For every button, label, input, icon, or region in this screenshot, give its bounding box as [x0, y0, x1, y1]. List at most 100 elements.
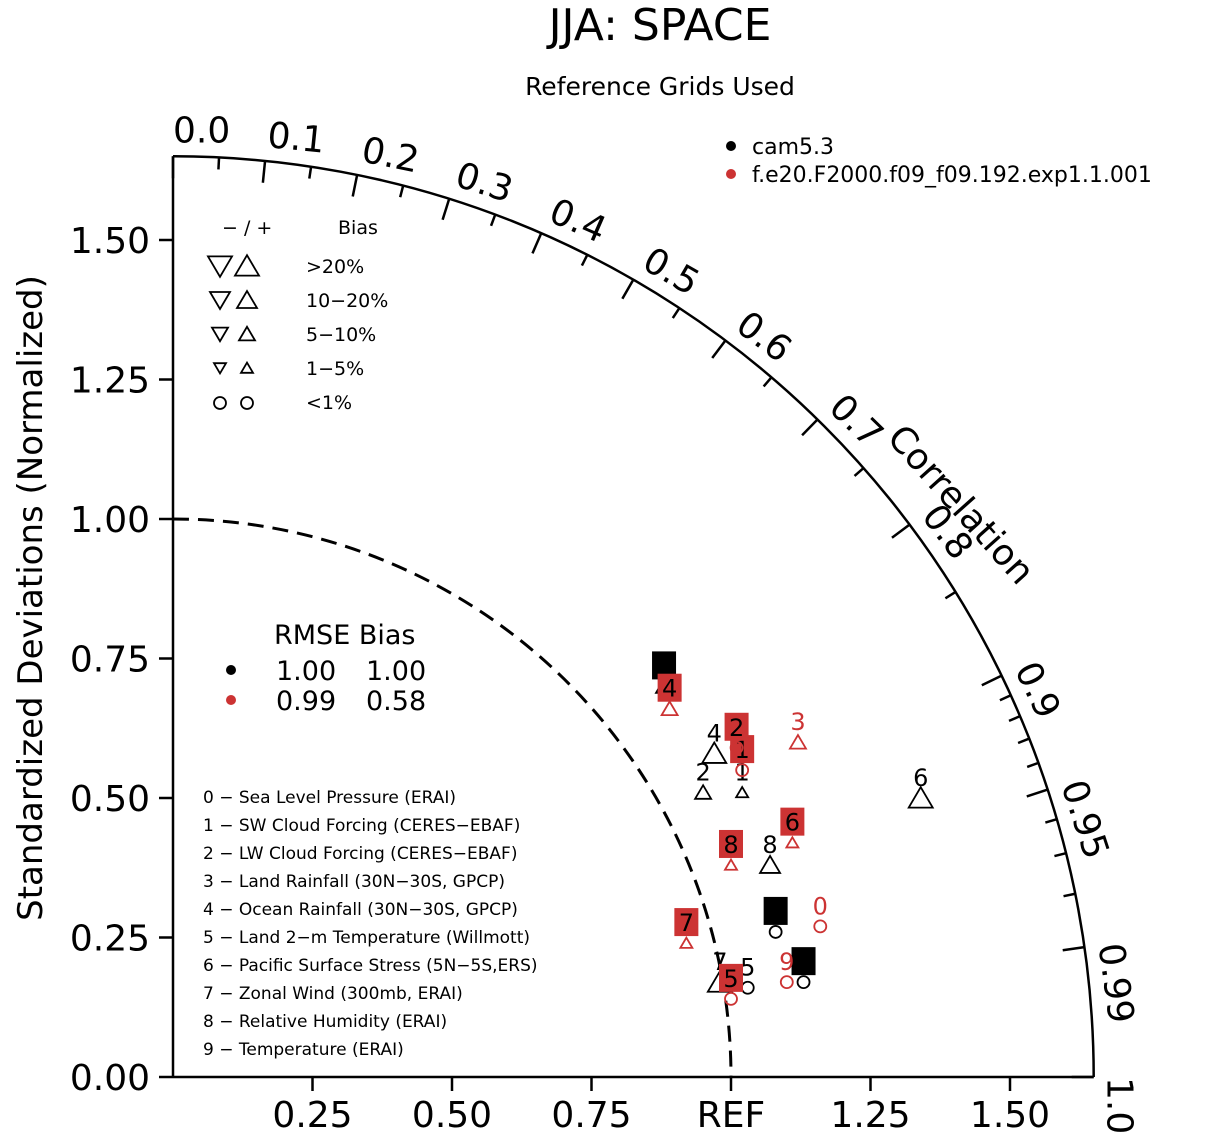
- y-tick-label: 0.75: [70, 640, 150, 681]
- data-point-label-box: [719, 963, 743, 992]
- bias-down-triangle-icon: [206, 255, 234, 279]
- correlation-tick: [981, 674, 1003, 687]
- data-point-label-box: [719, 829, 743, 858]
- model-dot-fe20: [726, 169, 736, 179]
- correlation-tick: [1063, 892, 1076, 898]
- data-point-marker: [678, 935, 694, 949]
- x-tick-label: 1.25: [830, 1095, 910, 1135]
- case-item: 8 − Relative Humidity (ERAI): [203, 1012, 447, 1032]
- data-point-label: 8: [762, 831, 777, 859]
- rmse-value-fe20: 0.99: [276, 686, 336, 717]
- data-point-marker: [723, 857, 739, 871]
- x-tick-label: 0.50: [412, 1095, 492, 1135]
- y-tick-label: 1.00: [70, 500, 150, 541]
- data-point-label-box: [674, 908, 699, 937]
- correlation-tick: [1026, 788, 1049, 798]
- chart-subtitle: Reference Grids Used: [525, 72, 795, 101]
- bias-value-cam: 1.00: [366, 656, 426, 687]
- x-tick-label: 0.25: [272, 1095, 352, 1135]
- correlation-axis-label: Correlation: [879, 417, 1042, 592]
- data-point-label-box: [657, 673, 682, 702]
- correlation-tick-label: 1.0: [1099, 1077, 1140, 1134]
- case-item: 9 − Temperature (ERAI): [203, 1040, 404, 1060]
- chart-title: JJA: SPACE: [546, 0, 772, 51]
- case-item: 6 − Pacific Surface Stress (5N−5S,ERS): [203, 956, 538, 976]
- correlation-tick: [398, 185, 405, 198]
- correlation-tick: [1017, 737, 1030, 745]
- data-point-label: 2: [729, 714, 744, 742]
- bias-legend-row: 10−20%: [306, 290, 388, 312]
- correlation-tick-label: 0.6: [728, 304, 798, 371]
- data-point-marker: [796, 975, 811, 990]
- data-point-marker: [700, 740, 728, 764]
- y-tick-label: 1.25: [70, 361, 150, 402]
- correlation-tick: [891, 523, 911, 539]
- data-point-marker: [734, 785, 750, 799]
- y-tick-label: 1.50: [70, 221, 150, 262]
- y-tick-label: 0.25: [70, 919, 150, 960]
- correlation-tick: [308, 166, 313, 179]
- data-point-label: 4: [662, 675, 677, 703]
- correlation-tick: [217, 157, 221, 170]
- data-point-marker: [724, 991, 738, 1006]
- bias-up-triangle-icon: [237, 325, 257, 342]
- model-legend: cam5.3 f.e20.F2000.f09_f09.192.exp1.1.00…: [726, 135, 1152, 188]
- data-point-marker: [693, 783, 713, 800]
- correlation-tick-label: 0.4: [543, 191, 612, 251]
- correlation-tick: [944, 590, 957, 600]
- rmse-value-cam: 1.00: [276, 656, 336, 687]
- correlation-tick: [351, 174, 359, 197]
- correlation-tick: [1008, 715, 1021, 723]
- correlation-tick: [671, 307, 681, 319]
- data-point-marker: [758, 854, 782, 874]
- case-item: 4 − Ocean Rainfall (30N−30S, GPCP): [203, 900, 518, 920]
- data-point-marker: [768, 925, 783, 939]
- data-point-label: 5: [740, 954, 755, 982]
- correlation-tick: [489, 214, 497, 227]
- correlation-tick: [531, 232, 543, 254]
- case-legend: 0 − Sea Level Pressure (ERAI) 1 − SW Clo…: [203, 788, 538, 1060]
- data-point-label: 6: [913, 764, 928, 792]
- bias-up-triangle-icon: [233, 253, 261, 277]
- correlation-tick-label: 0.95: [1052, 775, 1116, 864]
- rmse-bias-legend: RMSE Bias 1.00 1.00 0.99 0.58: [226, 620, 426, 717]
- data-point-label: 9: [779, 948, 794, 976]
- x-tick-label: 1.50: [970, 1095, 1050, 1135]
- data-point-label-box: [780, 807, 805, 836]
- y-tick-label: 0.50: [70, 779, 150, 820]
- reference-arc: [172, 517, 733, 1078]
- data-point-marker: [779, 975, 794, 990]
- rmse-dot-fe20: [226, 695, 236, 705]
- correlation-tick: [1054, 851, 1067, 858]
- bias-value-fe20: 0.58: [366, 686, 426, 717]
- case-item: 0 − Sea Level Pressure (ERAI): [203, 788, 456, 808]
- bias-legend-row: 5−10%: [306, 324, 376, 346]
- bias-legend-header: Bias: [338, 217, 378, 239]
- data-point-marker: [660, 699, 680, 717]
- correlation-tick: [621, 279, 635, 300]
- model-name-fe20: f.e20.F2000.f09_f09.192.exp1.1.001: [752, 163, 1152, 188]
- data-point-label: 8: [723, 831, 738, 859]
- bias-legend-symbols: [206, 253, 261, 410]
- bias-down-triangle-icon: [208, 291, 232, 311]
- correlation-tick: [853, 467, 865, 477]
- data-point-label: 0: [768, 898, 783, 926]
- bias-legend-row: 1−5%: [306, 358, 364, 380]
- bias-down-triangle-icon: [212, 362, 228, 376]
- correlation-tick-label: 0.1: [266, 115, 327, 162]
- data-point-label: 2: [695, 758, 710, 786]
- data-point-marker: [784, 835, 800, 849]
- data-point-label-box: [724, 712, 749, 741]
- x-tick-label: REF: [697, 1095, 765, 1135]
- correlation-tick-label: 0.99: [1089, 941, 1141, 1026]
- data-point-marker: [907, 785, 935, 809]
- case-item: 3 − Land Rainfall (30N−30S, GPCP): [203, 872, 505, 892]
- case-item: 2 − LW Cloud Forcing (CERES−EBAF): [203, 844, 517, 864]
- data-point-marker: [735, 763, 750, 777]
- data-point-marker: [729, 740, 744, 755]
- correlation-tick: [1026, 761, 1039, 769]
- correlation-tick: [580, 254, 589, 267]
- correlation-tick: [762, 376, 773, 388]
- data-point-marker: [740, 980, 755, 995]
- correlation-tick-label: 0.5: [636, 240, 706, 304]
